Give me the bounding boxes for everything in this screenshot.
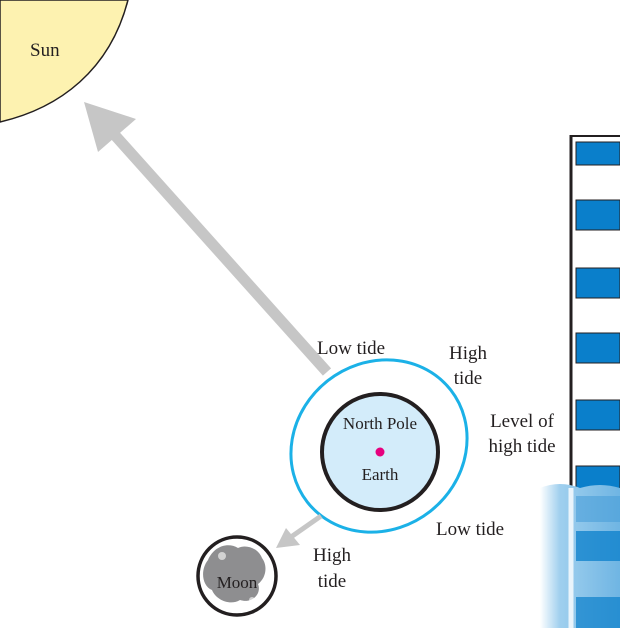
high-tide-bottom-label-line2: tide bbox=[317, 571, 347, 592]
low-tide-top-label: Low tide bbox=[317, 338, 386, 359]
level-of-high-tide-line1: Level of bbox=[490, 411, 554, 432]
high-tide-right-label-line2: tide bbox=[453, 368, 483, 389]
sun-label: Sun bbox=[30, 40, 60, 61]
high-tide-bottom-label-line1: High bbox=[313, 545, 351, 566]
earth-label: Earth bbox=[361, 465, 399, 484]
north-pole-label: North Pole bbox=[342, 414, 418, 433]
north-pole-dot bbox=[375, 447, 385, 457]
high-tide-right-label-line1: High bbox=[449, 343, 487, 364]
high-tide-water bbox=[540, 484, 620, 628]
moon-illustration bbox=[196, 535, 278, 617]
seawall-building bbox=[569, 135, 620, 493]
level-of-high-tide-line2: high tide bbox=[488, 436, 556, 457]
sun-direction-arrow bbox=[84, 102, 332, 376]
moon-direction-arrow bbox=[276, 513, 323, 548]
tide-bulge-ellipse bbox=[289, 358, 469, 534]
low-tide-right-label: Low tide bbox=[436, 519, 505, 540]
sun-shape bbox=[0, 0, 129, 123]
moon-label: Moon bbox=[216, 573, 258, 592]
